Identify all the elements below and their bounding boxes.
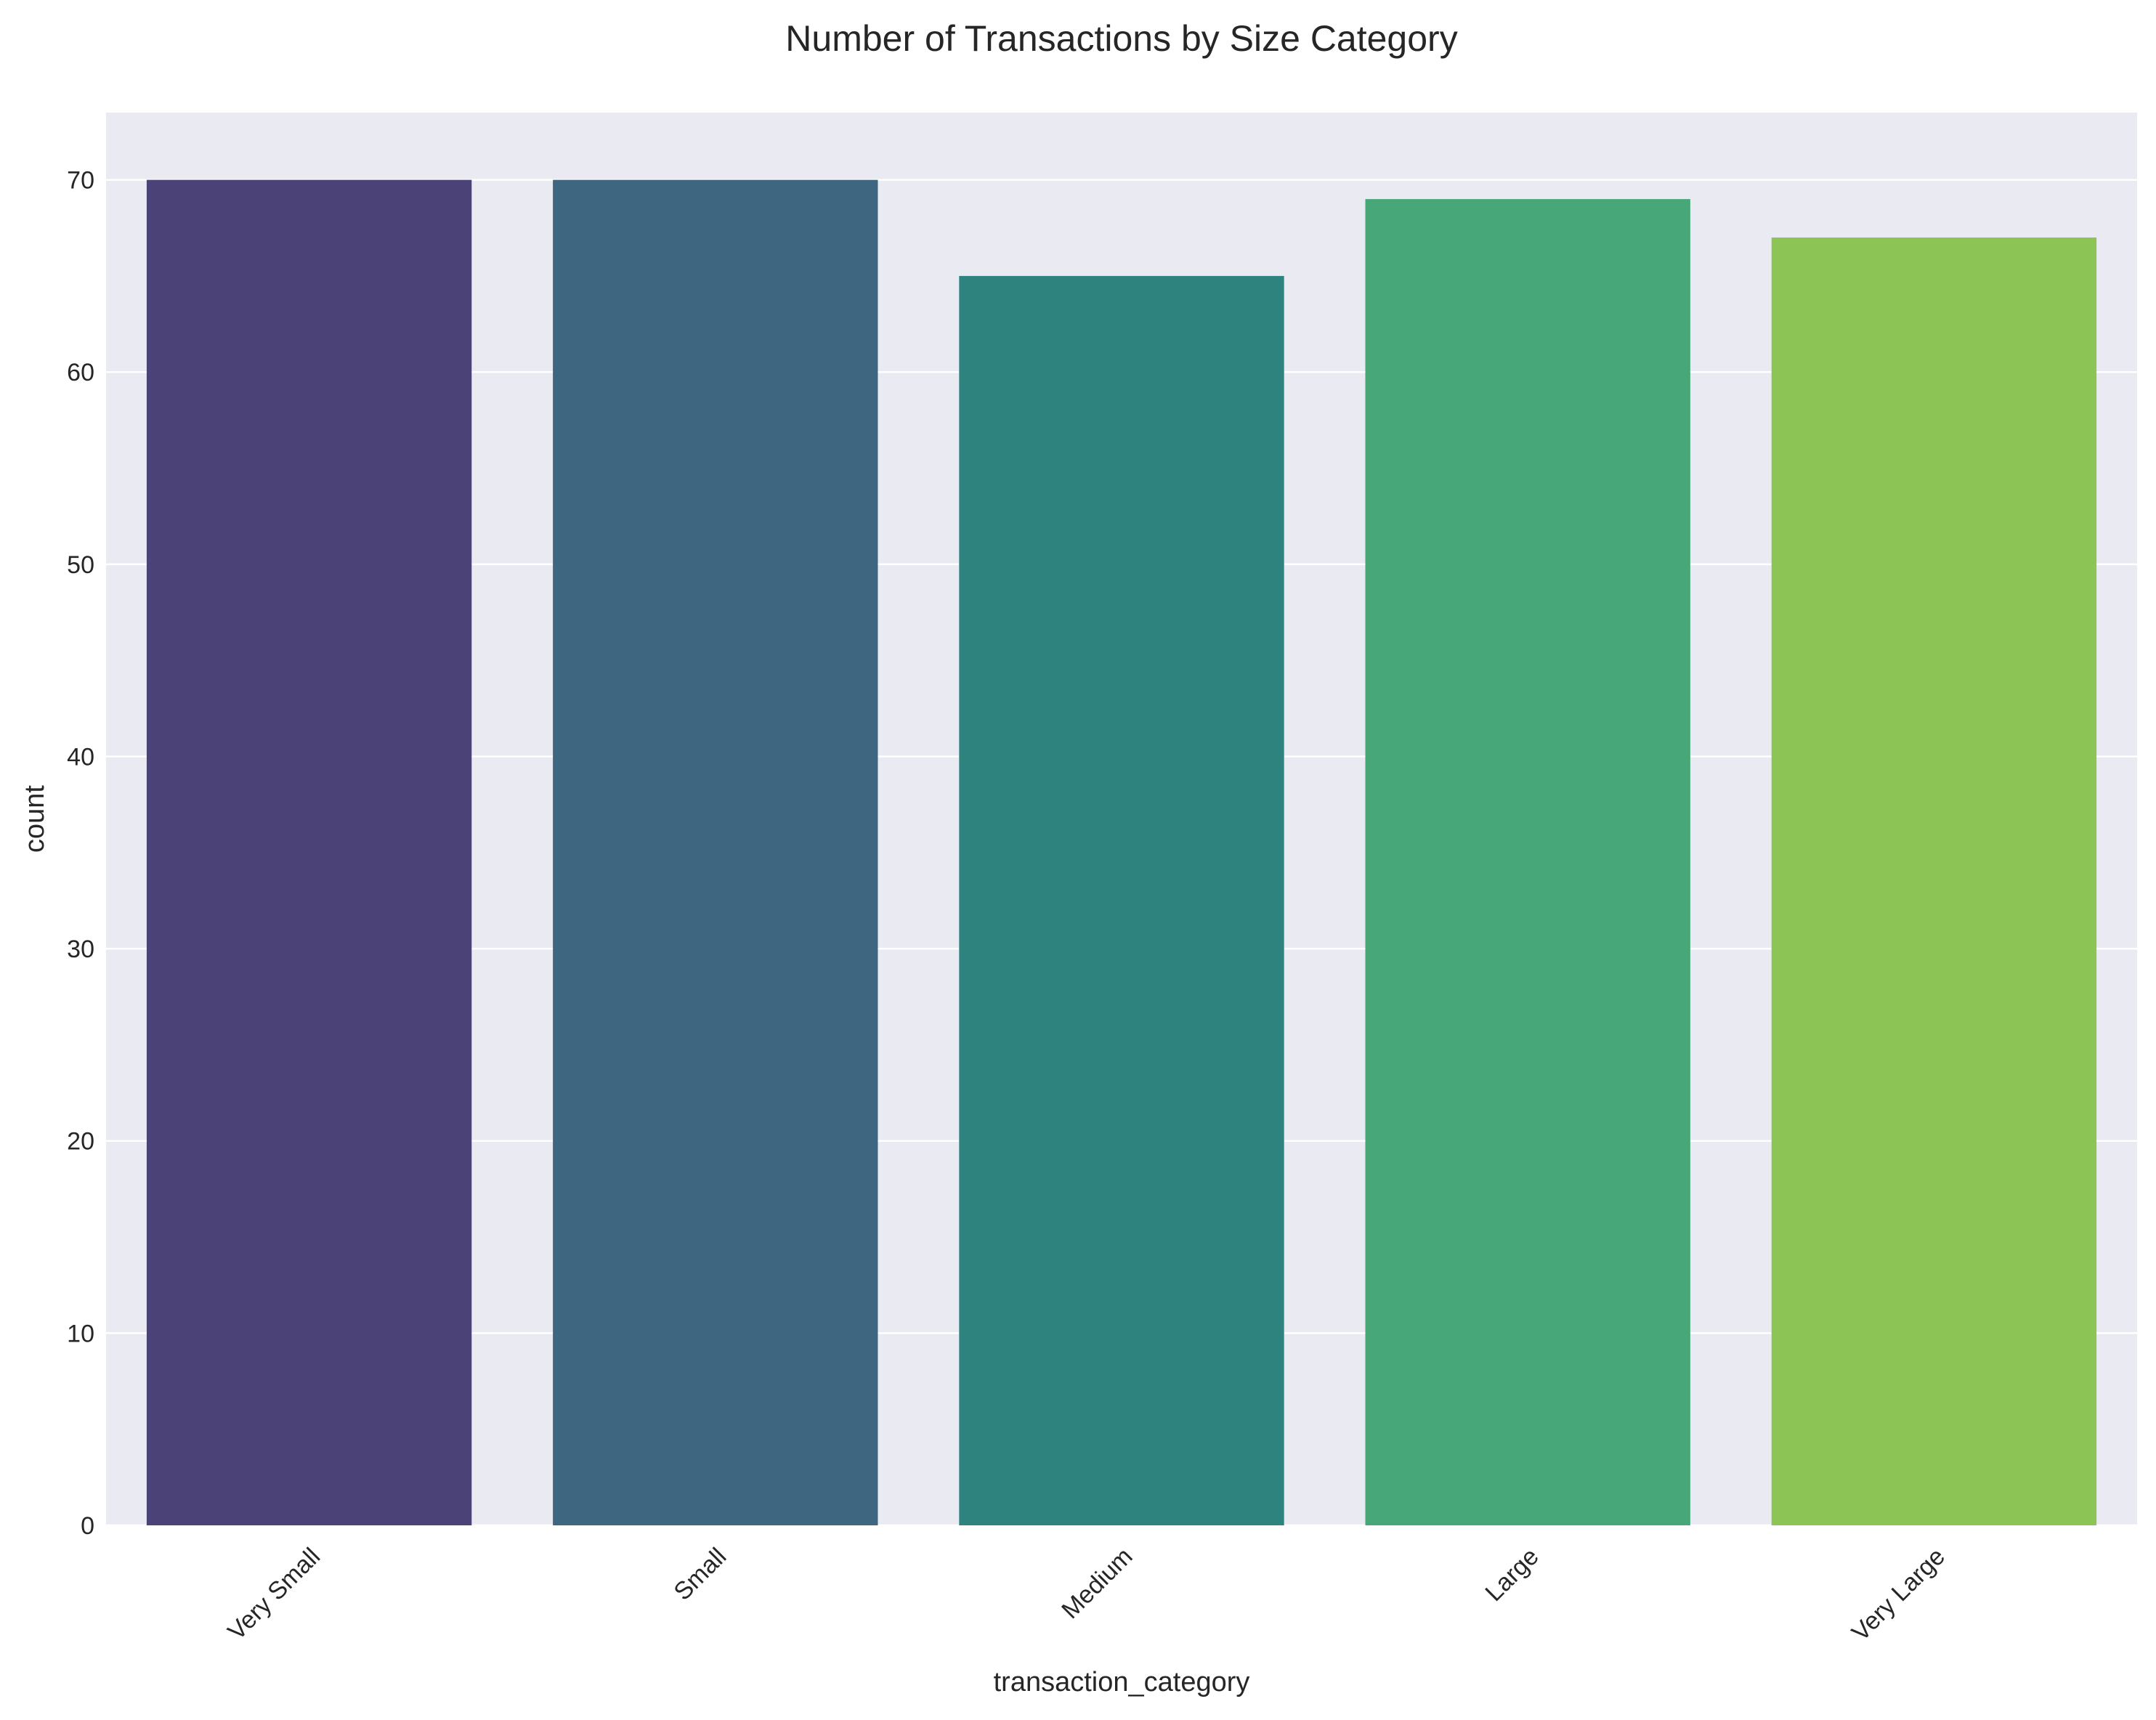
x-axis-label: transaction_category bbox=[994, 1667, 1250, 1697]
y-tick-label: 10 bbox=[67, 1320, 94, 1347]
y-tick-label: 20 bbox=[67, 1128, 94, 1156]
bar-small bbox=[553, 179, 878, 1526]
y-axis-label: count bbox=[20, 785, 50, 853]
y-tick-labels: 0 10 20 30 40 50 60 70 bbox=[67, 167, 94, 1540]
x-tick-labels: Very Small Small Medium Large Very Large bbox=[222, 1543, 1950, 1647]
y-tick-label: 30 bbox=[67, 936, 94, 963]
y-tick-label: 40 bbox=[67, 743, 94, 771]
bars bbox=[146, 179, 2097, 1526]
y-tick-label: 70 bbox=[67, 167, 94, 195]
y-tick-label: 60 bbox=[67, 359, 94, 386]
bar-large bbox=[1365, 199, 1690, 1525]
bar-very-small bbox=[146, 179, 472, 1526]
x-tick-label: Very Large bbox=[1847, 1543, 1950, 1647]
x-tick-label: Very Small bbox=[222, 1543, 325, 1646]
y-tick-label: 0 bbox=[81, 1512, 94, 1540]
x-tick-label: Small bbox=[668, 1543, 732, 1606]
x-tick-label: Medium bbox=[1056, 1543, 1138, 1624]
x-tick-label: Large bbox=[1480, 1543, 1544, 1607]
chart-title: Number of Transactions by Size Category bbox=[785, 18, 1457, 59]
bar-very-large bbox=[1771, 238, 2097, 1525]
bar-medium bbox=[959, 275, 1284, 1525]
y-tick-label: 50 bbox=[67, 551, 94, 579]
